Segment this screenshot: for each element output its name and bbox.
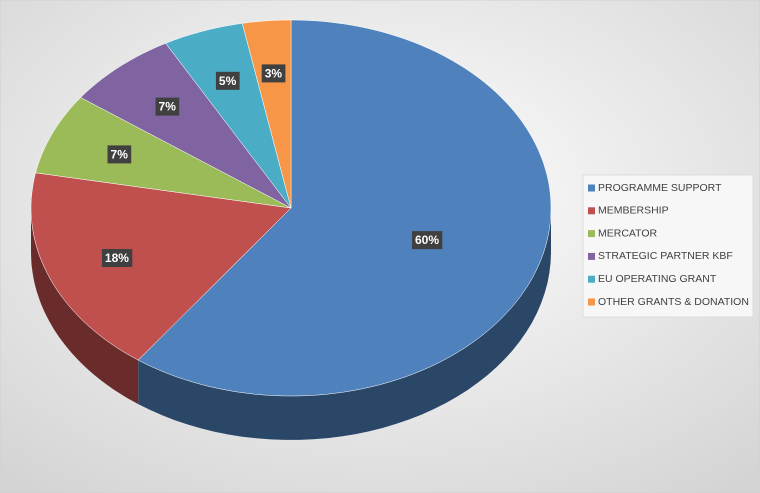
data-label-box — [155, 97, 180, 116]
slice — [30, 172, 292, 361]
data-label-text: 3% — [265, 66, 283, 80]
legend-marker — [588, 298, 595, 306]
legend-marker — [588, 207, 595, 215]
data-label: 7% — [107, 145, 132, 164]
data-label-box — [101, 249, 133, 268]
data-label: 3% — [261, 64, 286, 83]
data-label: 18% — [101, 249, 133, 268]
data-label-text: 60% — [415, 233, 439, 247]
slice — [35, 97, 292, 209]
data-label-box — [215, 71, 240, 90]
slice — [80, 42, 292, 209]
legend-marker — [588, 275, 595, 283]
legend-label: MEMBERSHIP — [598, 205, 669, 217]
data-label-text: 5% — [219, 74, 237, 88]
slice-side — [31, 208, 139, 405]
data-label-text: 7% — [159, 100, 177, 114]
data-label: 60% — [411, 231, 443, 250]
legend-label: OTHER GRANTS & DONATION — [598, 296, 749, 308]
data-label: 5% — [215, 71, 240, 90]
data-label-text: 18% — [105, 251, 129, 265]
data-label: 7% — [155, 97, 180, 116]
legend-marker — [588, 252, 595, 260]
legend-label: STRATEGIC PARTNER KBF — [598, 250, 733, 262]
legend-label: EU OPERATING GRANT — [598, 273, 717, 285]
legend — [582, 174, 754, 318]
data-label-box — [261, 64, 286, 83]
data-label-box — [411, 231, 443, 250]
slice — [137, 19, 552, 397]
legend-marker — [588, 184, 595, 192]
legend-label: MERCATOR — [598, 227, 658, 239]
legend-marker — [588, 230, 595, 238]
slice — [165, 23, 292, 209]
data-label-box — [107, 145, 132, 164]
legend-label: PROGRAMME SUPPORT — [598, 182, 722, 194]
data-label-text: 7% — [111, 147, 129, 161]
slice-side — [138, 208, 551, 440]
pie: 60% 18% 7% 7% 5% 3% — [30, 19, 552, 440]
legend-items: PROGRAMME SUPPORT MEMBERSHIP MERCATOR STRAT… — [588, 182, 749, 308]
